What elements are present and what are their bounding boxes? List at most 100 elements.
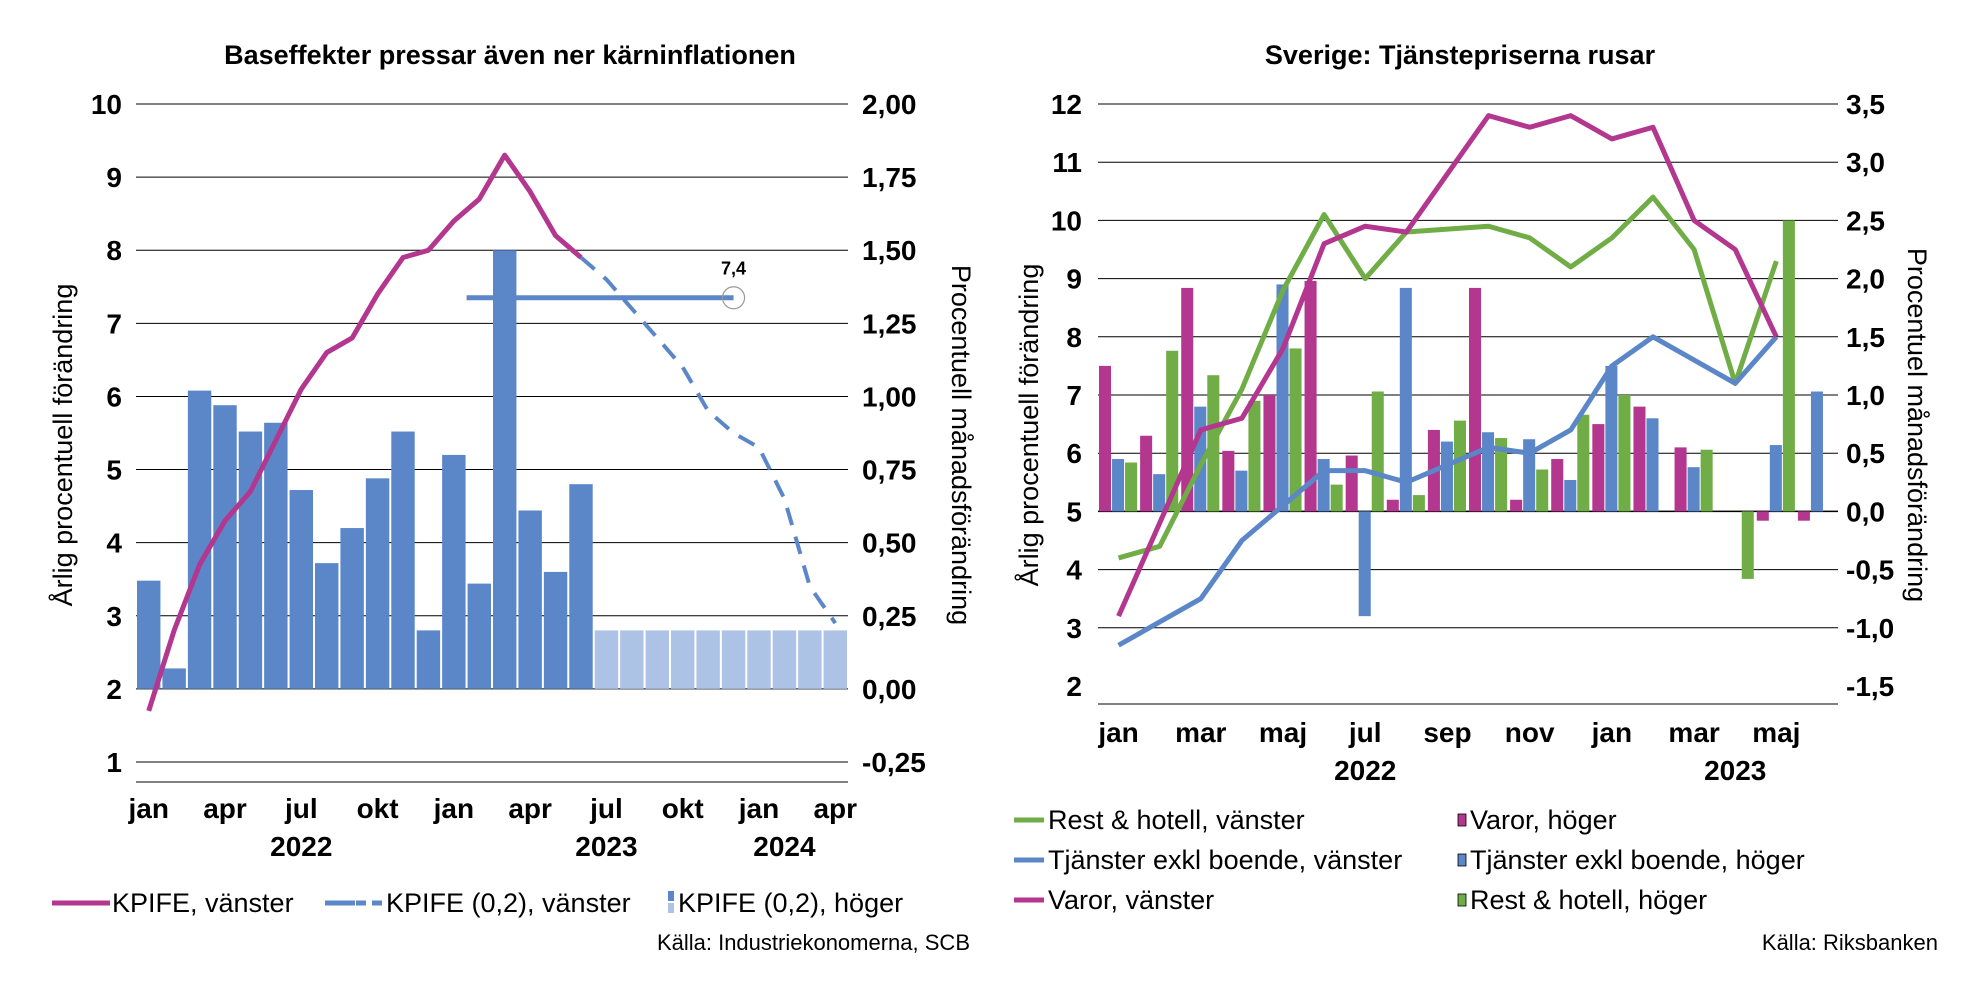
- legend-swatch-bar-actual: [668, 891, 674, 901]
- bar: [772, 630, 797, 689]
- bar: [696, 630, 720, 689]
- legend-swatch-box: [1457, 893, 1467, 907]
- rest-bar: [1536, 469, 1549, 512]
- varor-bar: [1592, 424, 1605, 512]
- y-tick-label: 6: [1066, 438, 1082, 469]
- y2-tick-label: 1,50: [862, 235, 917, 266]
- varor-bar: [1551, 459, 1564, 512]
- y2-tick-label: 1,75: [862, 162, 917, 193]
- x-tick-label: jan: [127, 793, 168, 824]
- varor-bar: [1756, 511, 1769, 521]
- left-y-ticks: 1 2 3 4 5 6 7 8 9 10: [91, 89, 123, 778]
- varor-bar: [1263, 395, 1276, 512]
- bar: [137, 580, 161, 689]
- y2-tick-label: 3,0: [1846, 147, 1885, 178]
- rest-bar: [1412, 495, 1425, 512]
- tjanster-bar: [1523, 439, 1536, 512]
- x-tick-label: apr: [813, 793, 857, 824]
- tjanster-bar: [1440, 441, 1453, 512]
- x-tick-label: nov: [1505, 717, 1555, 748]
- right-bars: [1099, 220, 1823, 617]
- rest-bar: [1166, 350, 1179, 512]
- left-y2-ticks: -0,25 0,00 0,25 0,50 0,75 1,00 1,25 1,50 1,75 2,0…: [862, 89, 926, 778]
- tjanster-bar: [1276, 284, 1289, 512]
- right-chart: Sverige: Tjänstepriserna rusar 2 3 4 5 6 7 8 9 1…: [1013, 40, 1938, 955]
- y-tick-label: 6: [106, 381, 122, 412]
- varor-bar: [1222, 450, 1235, 512]
- bar: [721, 630, 746, 689]
- rest-bar: [1371, 391, 1384, 512]
- left-chart-title: Baseffekter pressar även ner kärninflati…: [224, 40, 796, 70]
- tjanster-bar: [1687, 467, 1700, 512]
- y2-tick-label: 2,0: [1846, 264, 1885, 295]
- y-tick-label: 5: [1066, 496, 1082, 527]
- y-tick-label: 7: [1066, 380, 1082, 411]
- legend-swatch-box: [1457, 813, 1467, 827]
- y2-tick-label: -1,5: [1846, 671, 1894, 702]
- y2-tick-label: -0,25: [862, 747, 926, 778]
- x-tick-label: apr: [508, 793, 552, 824]
- y2-tick-label: 0,50: [862, 528, 917, 559]
- tjanster-bar: [1605, 365, 1618, 512]
- x-tick-label: jan: [1591, 717, 1632, 748]
- y2-tick-label: 1,00: [862, 381, 917, 412]
- right-source: Källa: Riksbanken: [1762, 930, 1938, 955]
- x-tick-label: jan: [433, 793, 474, 824]
- rest-bar: [1248, 400, 1261, 512]
- rest-bar: [1577, 414, 1590, 512]
- legend-swatch-box: [1457, 853, 1467, 867]
- y2-tick-label: 1,5: [1846, 322, 1885, 353]
- tjanster-bar: [1112, 459, 1125, 512]
- rest-hotell-line: [1117, 194, 1779, 561]
- legend-label: KPIFE, vänster: [112, 888, 294, 918]
- annotation-circle: [721, 286, 746, 310]
- varor-bar: [1469, 287, 1482, 512]
- legend-label: Rest & hotell, vänster: [1048, 805, 1305, 835]
- varor-bar: [1304, 280, 1317, 512]
- legend-label: Tjänster exkl boende, höger: [1470, 845, 1805, 875]
- x-tick-label: jan: [1097, 717, 1138, 748]
- x-tick-label: mar: [1175, 717, 1226, 748]
- tjanster-line: [1117, 334, 1779, 648]
- year-label: 2022: [270, 831, 332, 862]
- kpife-forecast-line: [579, 256, 837, 625]
- legend-swatch-bar-forecast: [668, 903, 674, 913]
- varor-bar: [1386, 499, 1399, 512]
- x-tick-label: maj: [1259, 717, 1307, 748]
- varor-bar: [1797, 511, 1810, 521]
- x-tick-label: maj: [1752, 717, 1800, 748]
- right-y2-axis-label: Procentuel månadsförändring: [1902, 248, 1932, 602]
- bar: [365, 478, 390, 689]
- tjanster-bar: [1317, 459, 1330, 512]
- tjanster-bar: [1646, 418, 1659, 512]
- legend-label: Varor, vänster: [1048, 885, 1214, 915]
- right-y-ticks: 2 3 4 5 6 7 8 9 10 11 12: [1051, 89, 1083, 702]
- x-tick-label: okt: [357, 793, 399, 824]
- left-lines: 7,4: [146, 152, 837, 712]
- rest-bar: [1453, 420, 1466, 512]
- rest-bar: [1495, 438, 1508, 512]
- bar: [213, 405, 237, 689]
- annotation-label: 7,4: [721, 259, 746, 279]
- legend-label: KPIFE (0,2), vänster: [386, 888, 631, 918]
- rest-bar: [1125, 462, 1138, 512]
- left-bars: [137, 250, 847, 689]
- tjanster-bar: [1153, 474, 1166, 512]
- varor-bar: [1099, 365, 1112, 512]
- x-tick-label: sep: [1423, 717, 1471, 748]
- y-tick-label: 3: [106, 601, 122, 632]
- left-x-ticks: jan apr jul okt jan apr jul okt jan apr 2022 2023 20…: [127, 781, 857, 862]
- right-chart-title: Sverige: Tjänstepriserna rusar: [1265, 40, 1656, 70]
- bar: [315, 563, 339, 689]
- bar: [289, 490, 313, 689]
- y-tick-label: 9: [106, 162, 122, 193]
- x-tick-label: jul: [589, 793, 623, 824]
- bar: [569, 484, 593, 689]
- right-legend: Rest & hotell, vänster Varor, höger Tjänst…: [1014, 805, 1805, 915]
- tjanster-bar: [1235, 470, 1248, 512]
- y-tick-label: 1: [106, 747, 122, 778]
- left-y-axis-label: Årlig procentuell förändring: [47, 284, 78, 607]
- bar: [518, 510, 542, 689]
- x-tick-label: apr: [203, 793, 247, 824]
